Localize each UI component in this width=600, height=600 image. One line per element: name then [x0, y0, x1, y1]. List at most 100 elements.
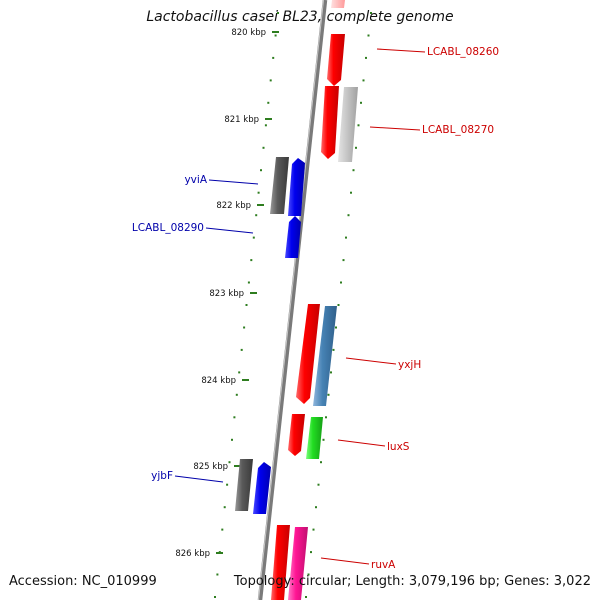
guide-dot: [252, 236, 255, 239]
tick-marks: 820 kbp 821 kbp 822 kbp 823 kbp 824 kbp …: [175, 28, 279, 559]
tick-label-821: 821 kbp: [224, 115, 259, 125]
guide-dot: [235, 393, 238, 396]
guide-dot: [267, 101, 270, 104]
guide-dot: [272, 56, 275, 59]
guide-dot: [221, 528, 224, 531]
guide-dot: [362, 79, 365, 82]
guide-dot: [218, 551, 221, 554]
genome-backbone: [257, 0, 328, 600]
guide-dot: [310, 551, 312, 554]
guide-dot: [337, 304, 340, 306]
accession-text: Accession: NC_010999: [9, 574, 157, 589]
guide-dot: [231, 438, 233, 441]
guide-dot: [240, 348, 243, 351]
gene-yviA[interactable]: [288, 158, 305, 216]
tick-mark: [257, 204, 264, 206]
gene-yxjH-partner[interactable]: [296, 304, 320, 404]
guide-dot: [330, 371, 332, 374]
guide-dot: [223, 506, 226, 509]
tick-mark: [242, 379, 249, 381]
guide-dot: [332, 348, 335, 351]
tick-label-823: 823 kbp: [209, 289, 244, 299]
guide-dot: [245, 304, 248, 306]
genome-title: Lactobacillus casei BL23, complete genom…: [146, 9, 454, 25]
gene-yxjH[interactable]: [313, 306, 337, 406]
guide-dot: [340, 281, 342, 284]
guide-dot: [357, 124, 360, 127]
reverse-genes: [235, 157, 305, 514]
guide-dot: [250, 259, 253, 262]
guide-dot: [355, 146, 357, 149]
tick-label-825: 825 kbp: [193, 462, 228, 472]
gene-lcabl-08290[interactable]: [285, 216, 301, 258]
guide-dot: [214, 596, 216, 598]
gene-labels: LCABL_08260 LCABL_08270 yviA LCABL_08290…: [132, 46, 499, 571]
guide-dot: [238, 371, 241, 374]
guide-dot: [370, 12, 372, 14]
forward-strand-guide: [305, 12, 372, 598]
label-lcabl-08290[interactable]: LCABL_08290: [132, 222, 204, 234]
guide-dot: [347, 214, 350, 217]
gene-lcabl-08250[interactable]: [331, 0, 345, 8]
forward-genes: [271, 0, 358, 600]
label-yviA[interactable]: yviA: [184, 174, 207, 186]
topology-text: Topology: circular; Length: 3,079,196 bp…: [233, 574, 591, 589]
gene-luxS-partner[interactable]: [288, 414, 305, 456]
label-luxS[interactable]: luxS: [387, 441, 410, 453]
tick-mark: [272, 31, 279, 33]
guide-dot: [226, 483, 229, 486]
guide-dot: [327, 393, 330, 396]
reverse-strand-guide: [214, 12, 279, 598]
guide-dot: [352, 169, 355, 172]
label-leaders: [174, 48, 426, 565]
label-lcabl-08260[interactable]: LCABL_08260: [427, 46, 499, 58]
guide-dot: [264, 124, 267, 127]
guide-dot: [274, 34, 277, 37]
guide-dot: [262, 146, 265, 149]
label-yxjH[interactable]: yxjH: [398, 359, 421, 371]
tick-mark: [250, 292, 257, 294]
guide-dot: [255, 214, 258, 217]
guide-dot: [277, 12, 279, 14]
guide-dot: [312, 528, 315, 531]
guide-dot: [247, 281, 250, 284]
guide-dot: [228, 461, 231, 464]
gene-yjbF-partner[interactable]: [235, 459, 253, 511]
guide-dot: [317, 483, 320, 486]
guide-dot: [345, 236, 347, 239]
guide-dot: [342, 259, 345, 262]
gene-lcabl-08260[interactable]: [327, 34, 345, 86]
guide-dot: [322, 438, 325, 441]
tick-label-826: 826 kbp: [175, 549, 210, 559]
label-lcabl-08270[interactable]: LCABL_08270: [422, 124, 494, 136]
guide-dot: [243, 326, 246, 329]
guide-dot: [216, 573, 219, 576]
label-ruvA[interactable]: ruvA: [371, 559, 396, 571]
guide-dot: [307, 573, 310, 576]
guide-dot: [305, 596, 307, 598]
gene-yviA-partner[interactable]: [270, 157, 289, 214]
guide-dot: [315, 506, 317, 509]
genome-backbone-highlight: [258, 0, 324, 600]
tick-label-824: 824 kbp: [201, 376, 236, 386]
gene-luxS[interactable]: [306, 417, 323, 459]
guide-dot: [335, 326, 337, 329]
guide-dot: [257, 191, 260, 194]
guide-dot: [269, 79, 272, 82]
tick-label-822: 822 kbp: [216, 201, 251, 211]
guide-dot: [260, 169, 262, 172]
guide-dot: [365, 56, 367, 59]
guide-dot: [367, 34, 370, 37]
gene-yjbF[interactable]: [253, 462, 271, 514]
tick-mark: [265, 118, 272, 120]
label-yjbF[interactable]: yjbF: [151, 470, 173, 482]
gene-ruvA-partner[interactable]: [271, 525, 290, 600]
gene-lcabl-08270[interactable]: [321, 86, 339, 159]
guide-dot: [325, 416, 327, 419]
gene-lcabl-08270-product[interactable]: [338, 87, 358, 162]
guide-dot: [233, 416, 236, 419]
gene-ruvA[interactable]: [288, 527, 308, 600]
guide-dot: [350, 191, 352, 194]
tick-mark: [234, 465, 241, 467]
